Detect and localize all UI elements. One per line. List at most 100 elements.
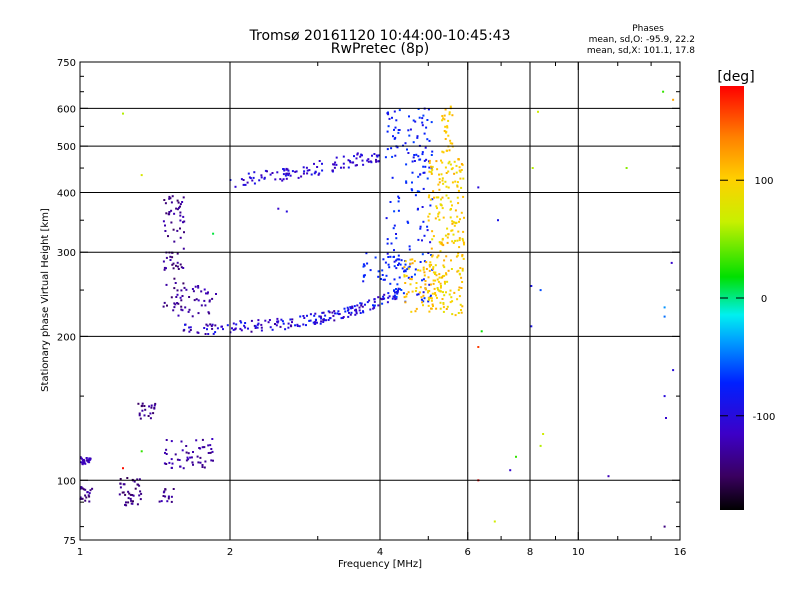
- scatter-point: [398, 258, 401, 261]
- scatter-point: [334, 161, 337, 164]
- scatter-point: [153, 406, 156, 409]
- scatter-point: [446, 280, 449, 283]
- scatter-point: [393, 294, 396, 297]
- scatter-point: [453, 221, 456, 224]
- scatter-point: [287, 169, 290, 172]
- scatter-point: [204, 333, 207, 335]
- scatter-point: [88, 495, 91, 498]
- scatter-point: [457, 269, 460, 272]
- scatter-point: [207, 444, 210, 447]
- scatter-point: [285, 168, 288, 171]
- phase-stats-x-mode: mean, sd,X: 101.1, 17.8: [587, 46, 695, 56]
- scatter-point: [173, 212, 176, 215]
- scatter-point: [395, 297, 398, 300]
- scatter-point: [143, 414, 146, 417]
- scatter-point: [377, 160, 380, 163]
- scatter-point: [435, 294, 437, 297]
- scatter-point: [351, 161, 354, 164]
- scatter-point: [416, 135, 419, 138]
- scatter-point: [440, 241, 443, 244]
- scatter-point: [392, 135, 394, 138]
- scatter-point: [208, 300, 211, 303]
- scatter-point: [277, 207, 280, 210]
- scatter-point: [163, 301, 166, 304]
- scatter-point: [409, 263, 412, 266]
- scatter-point: [181, 449, 184, 452]
- scatter-point: [86, 491, 89, 494]
- scatter-point: [342, 155, 345, 158]
- scatter-point: [347, 308, 350, 311]
- scatter-point: [461, 281, 464, 283]
- scatter-point: [460, 163, 463, 165]
- scatter-point: [395, 259, 398, 262]
- scatter-point: [459, 267, 462, 269]
- scatter-point: [320, 317, 323, 320]
- scatter-point: [460, 287, 463, 289]
- scatter-point: [201, 446, 204, 449]
- scatter-point: [212, 232, 215, 235]
- scatter-point: [393, 128, 395, 131]
- scatter-point: [182, 221, 184, 224]
- scatter-point: [438, 276, 441, 279]
- scatter-point: [462, 195, 465, 198]
- scatter-point: [430, 297, 433, 300]
- scatter-point: [246, 181, 249, 184]
- scatter-point: [129, 493, 132, 496]
- scatter-point: [169, 255, 172, 258]
- scatter-point: [445, 194, 448, 197]
- scatter-point: [206, 324, 209, 327]
- scatter-point: [419, 261, 422, 263]
- scatter-point: [85, 496, 88, 499]
- scatter-point: [122, 112, 124, 115]
- scatter-point: [411, 258, 414, 261]
- scatter-point: [404, 142, 407, 145]
- scatter-point: [122, 467, 124, 470]
- scatter-point: [185, 445, 188, 447]
- scatter-point: [397, 195, 400, 198]
- scatter-point: [456, 196, 459, 199]
- scatter-point: [442, 306, 445, 309]
- scatter-point: [180, 440, 183, 443]
- scatter-point: [140, 450, 143, 453]
- scatter-point: [421, 153, 424, 156]
- scatter-point: [414, 194, 417, 197]
- scatter-point: [457, 312, 460, 314]
- scatter-point: [458, 286, 461, 289]
- scatter-point: [405, 181, 408, 184]
- x-tick-label: 10: [572, 547, 585, 558]
- scatter-point: [231, 327, 233, 330]
- scatter-point: [170, 500, 173, 503]
- scatter-point: [430, 307, 432, 310]
- scatter-point: [314, 170, 317, 173]
- scatter-point: [80, 486, 83, 489]
- scatter-point: [349, 161, 352, 164]
- scatter-point: [285, 172, 288, 175]
- x-tick-label: 16: [674, 547, 687, 558]
- colorbar-tick-label: -100: [753, 412, 776, 423]
- scatter-point: [167, 495, 170, 498]
- scatter-point: [348, 160, 351, 162]
- scatter-point: [310, 173, 313, 176]
- scatter-point: [197, 286, 200, 289]
- scatter-point: [182, 215, 185, 218]
- scatter-point: [250, 319, 253, 322]
- scatter-point: [80, 457, 83, 460]
- scatter-point: [417, 207, 419, 210]
- scatter-point: [432, 279, 435, 282]
- scatter-point: [267, 321, 270, 324]
- scatter-point: [665, 417, 667, 419]
- scatter-point: [377, 296, 380, 299]
- scatter-point: [410, 278, 413, 281]
- scatter-point: [417, 108, 420, 110]
- scatter-point: [497, 219, 499, 222]
- scatter-point: [457, 158, 460, 161]
- scatter-point: [179, 263, 182, 266]
- scatter-point: [232, 322, 235, 325]
- scatter-point: [271, 172, 274, 174]
- scatter-point: [268, 319, 271, 321]
- scatter-point: [421, 301, 424, 304]
- scatter-point: [450, 259, 452, 262]
- scatter-point: [447, 119, 450, 122]
- scatter-point: [421, 151, 424, 154]
- scatter-point: [168, 461, 171, 464]
